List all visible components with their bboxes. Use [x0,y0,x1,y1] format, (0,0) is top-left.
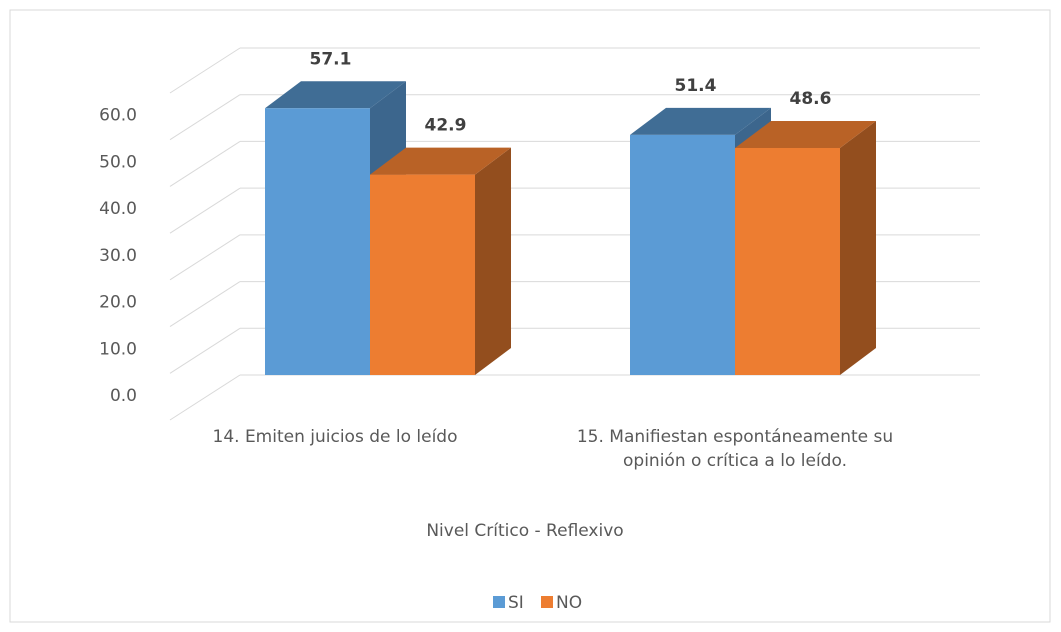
y-tick-label: 50.0 [99,152,137,172]
bar-side [475,147,511,375]
x-tick-label: 15. Manifiestan espontáneamente su opini… [576,427,894,471]
data-label: 42.9 [425,116,467,136]
bar-front [735,147,840,375]
chart-border [9,9,1051,623]
grid-line-side [169,281,241,327]
grid-line-side [169,187,241,234]
bar [735,120,876,376]
bar-front [370,174,475,375]
y-tick-label: 60.0 [99,106,137,126]
y-tick-label: 20.0 [99,293,137,313]
data-label: 57.1 [310,49,352,69]
grid-line-side [169,327,241,374]
legend-label: SI [508,593,524,613]
bar [370,147,511,375]
legend-swatch [493,596,505,608]
x-axis-title: Nivel Crítico - Reflexivo [426,521,623,541]
grid-line-side [169,234,241,281]
x-tick-label: 14. Emiten juicios de lo leído [212,427,458,447]
bar-front [265,108,370,376]
bar-top [265,81,406,109]
wall-side-top [169,47,241,94]
bar-top [370,147,511,175]
y-tick-label: 0.0 [110,386,137,406]
bar-top [735,120,876,148]
grid-line-side [169,374,241,421]
bar-side [840,120,876,376]
y-tick-label: 10.0 [99,339,137,359]
grid-line-side [169,94,241,141]
bar-top [630,107,771,135]
legend-label: NO [556,593,582,613]
grid-line-side [169,141,241,187]
legend-swatch [541,596,553,608]
bar-front [630,134,735,375]
y-tick-label: 30.0 [99,246,137,266]
data-label: 51.4 [675,76,717,96]
data-label: 48.6 [790,89,832,109]
y-tick-label: 40.0 [99,199,137,219]
